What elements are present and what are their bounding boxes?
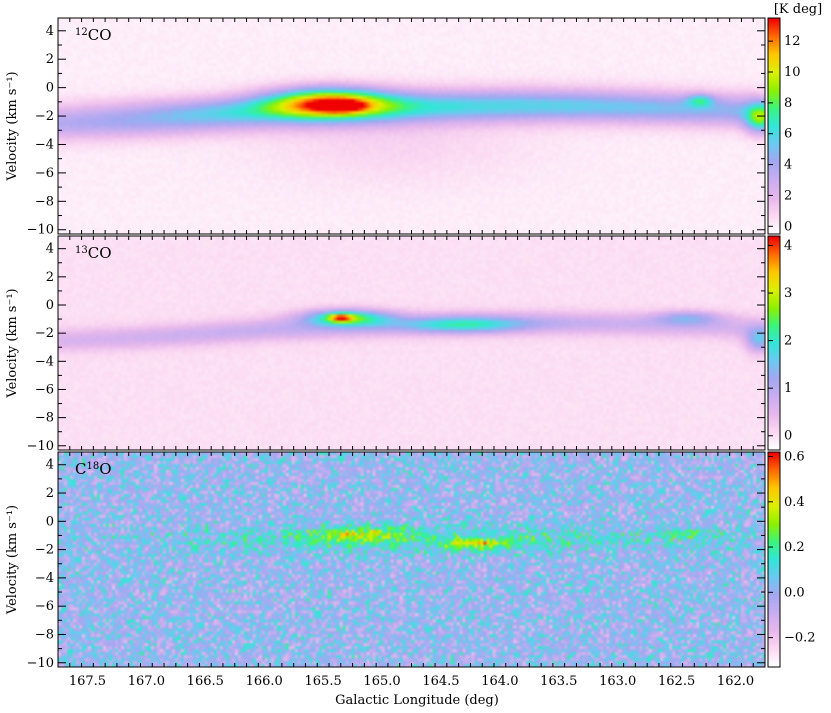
y-axis-label-1: Velocity (km s⁻¹)	[5, 71, 20, 181]
colorbar-3	[768, 452, 780, 667]
x-tick-label-10: 162.5	[658, 674, 695, 689]
y-tick-label-1-1: 2	[46, 52, 54, 67]
panel-2: 4 2 0 −2 −4 −6 −8 −10 Velocity (km s⁻¹) 13CO 0 1 2 3 4	[5, 235, 792, 454]
intensity-map-2	[58, 236, 765, 450]
colorbar-frame-1	[767, 17, 781, 235]
colorbar-tick-label-2-4: 4	[784, 239, 792, 254]
y-tick-label-3-5: −6	[35, 599, 54, 614]
y-tick-label-2-7: −10	[27, 439, 54, 454]
colorbar-1	[768, 18, 780, 234]
y-tick-label-1-7: −10	[27, 223, 54, 238]
colorbar-unit-label: [K deg]	[774, 2, 822, 17]
y-tick-label-3-3: −2	[35, 543, 54, 558]
x-tick-label-9: 163.0	[599, 674, 636, 689]
colorbar-tick-label-3-0: −0.2	[784, 631, 816, 646]
colorbar-tick-label-1-3: 6	[784, 127, 792, 142]
y-tick-label-1-5: −6	[35, 166, 54, 181]
y-tick-label-2-6: −8	[35, 411, 54, 426]
y-tick-label-3-7: −10	[27, 656, 54, 671]
x-tick-label-8: 163.5	[540, 674, 577, 689]
panel-title-3: C18O	[75, 460, 112, 478]
y-tick-label-1-3: −2	[35, 109, 54, 124]
panel-3: 4 2 0 −2 −4 −6 −8 −10 Velocity (km s⁻¹) C18O −0.2 0…	[5, 450, 816, 689]
x-axis-label: Galactic Longitude (deg)	[335, 693, 499, 708]
colorbar-tick-label-1-1: 2	[784, 188, 792, 203]
y-tick-label-2-4: −4	[35, 354, 54, 369]
colorbar-tick-label-1-4: 8	[784, 96, 792, 111]
y-axis-label-3: Velocity (km s⁻¹)	[5, 505, 20, 615]
colorbar-tick-label-1-5: 10	[784, 65, 801, 80]
colorbar-tick-label-3-2: 0.2	[784, 540, 805, 555]
x-tick-label-6: 164.5	[422, 674, 459, 689]
y-tick-label-2-0: 4	[46, 242, 54, 257]
x-tick-label-5: 165.0	[363, 674, 400, 689]
colorbar-tick-label-1-2: 4	[784, 158, 792, 173]
y-tick-label-2-1: 2	[46, 270, 54, 285]
y-tick-label-2-5: −6	[35, 382, 54, 397]
y-tick-label-1-6: −8	[35, 194, 54, 209]
intensity-map-1	[58, 18, 765, 234]
panels-group: 4 2 0 −2 −4 −6 −8 −10 Velocity (km s⁻¹) 12CO 0 2 4 6 8…	[5, 17, 816, 689]
colorbar-tick-label-2-1: 1	[784, 381, 792, 396]
y-tick-label-1-0: 4	[46, 24, 54, 39]
panel-title-1: 12CO	[75, 26, 112, 44]
y-tick-label-1-4: −4	[35, 137, 54, 152]
y-axis-label-2: Velocity (km s⁻¹)	[5, 288, 20, 398]
intensity-map-3	[58, 452, 765, 667]
x-tick-label-0: 167.5	[69, 674, 106, 689]
colorbar-frame-2	[767, 235, 781, 451]
x-tick-label-2: 166.5	[187, 674, 224, 689]
colorbar-tick-label-1-6: 12	[784, 34, 801, 49]
x-tick-label-1: 167.0	[128, 674, 165, 689]
colorbar-tick-label-2-0: 0	[784, 429, 792, 444]
y-tick-label-2-3: −2	[35, 326, 54, 341]
colorbar-frame-3	[767, 451, 781, 668]
y-tick-label-3-4: −4	[35, 571, 54, 586]
y-tick-label-2-2: 0	[46, 298, 54, 313]
y-tick-label-3-0: 4	[46, 458, 54, 473]
colorbar-tick-label-2-3: 3	[784, 286, 792, 301]
colorbar-tick-label-3-3: 0.4	[784, 495, 805, 510]
panel-title-2: 13CO	[75, 244, 112, 262]
x-tick-label-7: 164.0	[481, 674, 518, 689]
x-tick-label-3: 166.0	[246, 674, 283, 689]
colorbar-tick-label-2-2: 2	[784, 334, 792, 349]
colorbar-tick-label-3-1: 0.0	[784, 585, 805, 600]
y-tick-label-1-2: 0	[46, 81, 54, 96]
colorbar-tick-label-3-4: 0.6	[784, 450, 805, 465]
colorbar-tick-label-1-0: 0	[784, 219, 792, 234]
y-tick-label-3-2: 0	[46, 514, 54, 529]
panel-1: 4 2 0 −2 −4 −6 −8 −10 Velocity (km s⁻¹) 12CO 0 2 4 6 8…	[5, 17, 801, 238]
colorbar-2	[768, 236, 780, 450]
x-tick-label-11: 162.0	[717, 674, 754, 689]
x-tick-label-4: 165.5	[305, 674, 342, 689]
y-tick-label-3-1: 2	[46, 486, 54, 501]
y-tick-label-3-6: −8	[35, 627, 54, 642]
